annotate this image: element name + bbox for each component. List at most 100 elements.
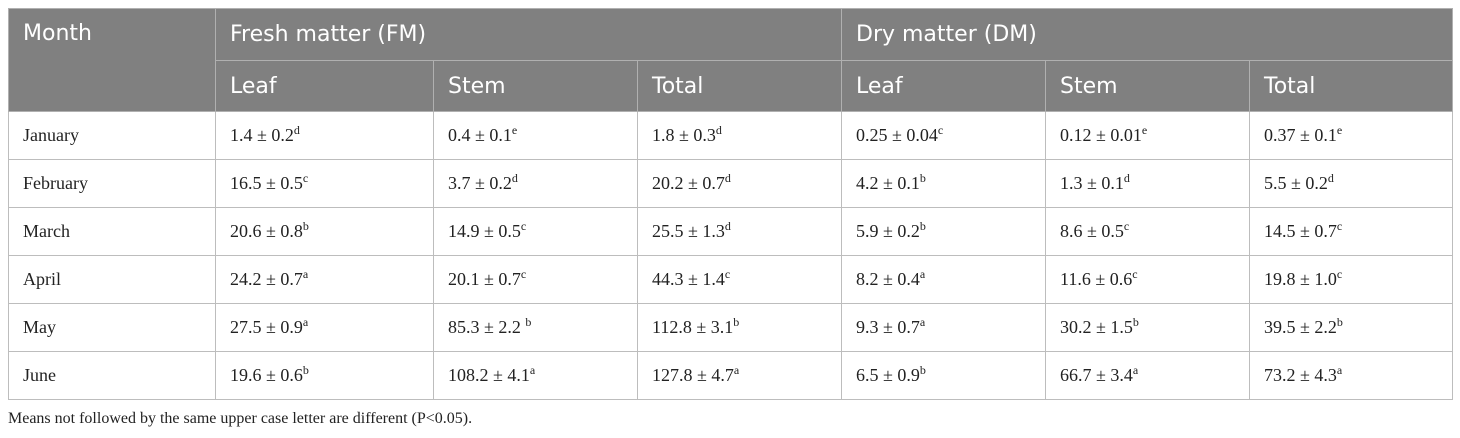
value-text: 0.4 ± 0.1 [448,125,512,145]
group-header: Dry matter (DM) [840,8,1454,61]
significance-letter: d [511,171,518,185]
value-cell: 0.25 ± 0.04c [841,111,1046,160]
value-text: 8.6 ± 0.5 [1060,221,1124,241]
significance-letter: b [525,315,532,329]
value-cell: 16.5 ± 0.5c [215,159,434,208]
value-cell: 20.6 ± 0.8b [215,207,434,256]
significance-letter: b [302,363,309,377]
value-cell: 112.8 ± 3.1b [637,303,842,352]
footnote: Means not followed by the same upper cas… [8,410,473,427]
value-text: 14.9 ± 0.5 [448,221,521,241]
significance-letter: a [529,363,536,377]
significance-letter: e [1336,123,1343,137]
value-text: 108.2 ± 4.1 [448,365,530,385]
significance-letter: c [1336,267,1343,281]
value-cell: 25.5 ± 1.3d [637,207,842,256]
value-cell: 4.2 ± 0.1b [841,159,1046,208]
value-cell: 3.7 ± 0.2d [433,159,638,208]
significance-letter: b [919,363,926,377]
value-text: 3.7 ± 0.2 [448,173,512,193]
table-row: January 1.4 ± 0.2d 0.4 ± 0.1e 1.8 ± 0.3d 0.2… [8,111,1454,160]
value-cell: 0.12 ± 0.01e [1045,111,1250,160]
table-row: June 19.6 ± 0.6b 108.2 ± 4.1a 127.8 ± 4.7a 6… [8,351,1454,400]
table-row: May 27.5 ± 0.9a 85.3 ± 2.2 b 112.8 ± 3.1b 9.… [8,303,1454,352]
significance-letter: a [1336,363,1343,377]
significance-letter: b [919,219,926,233]
significance-letter: d [724,219,731,233]
header-row: Month Fresh matter (FM) Dry matter (DM) [8,8,1454,112]
value-cell: 66.7 ± 3.4a [1045,351,1250,400]
value-text: 112.8 ± 3.1 [652,317,734,337]
value-text: 4.2 ± 0.1 [856,173,920,193]
significance-letter: b [919,171,926,185]
month-cell: March [8,207,216,256]
header-cell: Month [8,8,216,112]
value-cell: 11.6 ± 0.6c [1045,255,1250,304]
value-text: 85.3 ± 2.2 [448,317,526,337]
value-text: 5.5 ± 0.2 [1264,173,1328,193]
value-cell: 20.1 ± 0.7c [433,255,638,304]
table-row: February 16.5 ± 0.5c 3.7 ± 0.2d 20.2 ± 0.7d… [8,159,1454,208]
value-cell: 14.9 ± 0.5c [433,207,638,256]
significance-letter: c [1132,267,1138,281]
value-cell: 1.8 ± 0.3d [637,111,842,160]
significance-letter: c [1336,219,1343,233]
value-cell: 9.3 ± 0.7a [841,303,1046,352]
value-cell: 1.3 ± 0.1d [1045,159,1250,208]
value-text: 0.37 ± 0.1 [1264,125,1337,145]
value-text: 44.3 ± 1.4 [652,269,725,289]
significance-letter: c [302,171,309,185]
significance-letter: b [1132,315,1139,329]
value-text: 1.4 ± 0.2 [230,125,294,145]
significance-letter: c [937,123,944,137]
value-text: 27.5 ± 0.9 [230,317,303,337]
value-cell: 24.2 ± 0.7a [215,255,434,304]
value-text: 25.5 ± 1.3 [652,221,725,241]
month-cell: February [8,159,216,208]
significance-letter: a [302,267,309,281]
value-cell: 5.5 ± 0.2d [1248,159,1454,208]
value-text: 39.5 ± 2.2 [1264,317,1337,337]
significance-letter: c [520,219,527,233]
value-text: 14.5 ± 0.7 [1264,221,1337,241]
value-cell: 1.4 ± 0.2d [215,111,434,160]
subheader-cell: Stem [1045,60,1250,112]
significance-letter: b [733,315,740,329]
value-cell: 27.5 ± 0.9a [215,303,434,352]
table-row: April 24.2 ± 0.7a 20.1 ± 0.7c 44.3 ± 1.4c 8.… [8,255,1454,304]
subheader-cell: Total [1248,60,1454,112]
table-row: March 20.6 ± 0.8b 14.9 ± 0.5c 25.5 ± 1.3d 5.… [8,207,1454,256]
significance-letter: c [520,267,527,281]
value-text: 24.2 ± 0.7 [230,269,303,289]
significance-letter: d [293,123,300,137]
value-text: 20.6 ± 0.8 [230,221,303,241]
value-cell: 8.2 ± 0.4a [841,255,1046,304]
value-text: 1.8 ± 0.3 [652,125,716,145]
subheader-cell: Leaf [215,60,434,112]
subheader-cell: Stem [433,60,638,112]
value-cell: 30.2 ± 1.5b [1045,303,1250,352]
significance-letter: d [1123,171,1130,185]
month-cell: June [8,351,216,400]
table: Month Fresh matter (FM) Dry matter (DM) … [8,8,1454,400]
value-cell: 19.8 ± 1.0c [1248,255,1454,304]
value-cell: 8.6 ± 0.5c [1045,207,1250,256]
value-text: 20.1 ± 0.7 [448,269,521,289]
value-text: 127.8 ± 4.7 [652,365,734,385]
value-cell: 85.3 ± 2.2 b [433,303,638,352]
value-cell: 5.9 ± 0.2b [841,207,1046,256]
value-text: 11.6 ± 0.6 [1060,269,1133,289]
value-cell: 108.2 ± 4.1a [433,351,638,400]
value-cell: 14.5 ± 0.7c [1248,207,1454,256]
significance-letter: a [733,363,740,377]
significance-letter: b [302,219,309,233]
subheader-row: Leaf Stem Total Leaf Stem Total [9,60,1454,112]
value-text: 8.2 ± 0.4 [856,269,920,289]
significance-letter: a [1132,363,1139,377]
value-text: 19.8 ± 1.0 [1264,269,1337,289]
value-text: 30.2 ± 1.5 [1060,317,1133,337]
value-text: 6.5 ± 0.9 [856,365,920,385]
value-cell: 73.2 ± 4.3a [1248,351,1454,400]
significance-letter: c [724,267,731,281]
